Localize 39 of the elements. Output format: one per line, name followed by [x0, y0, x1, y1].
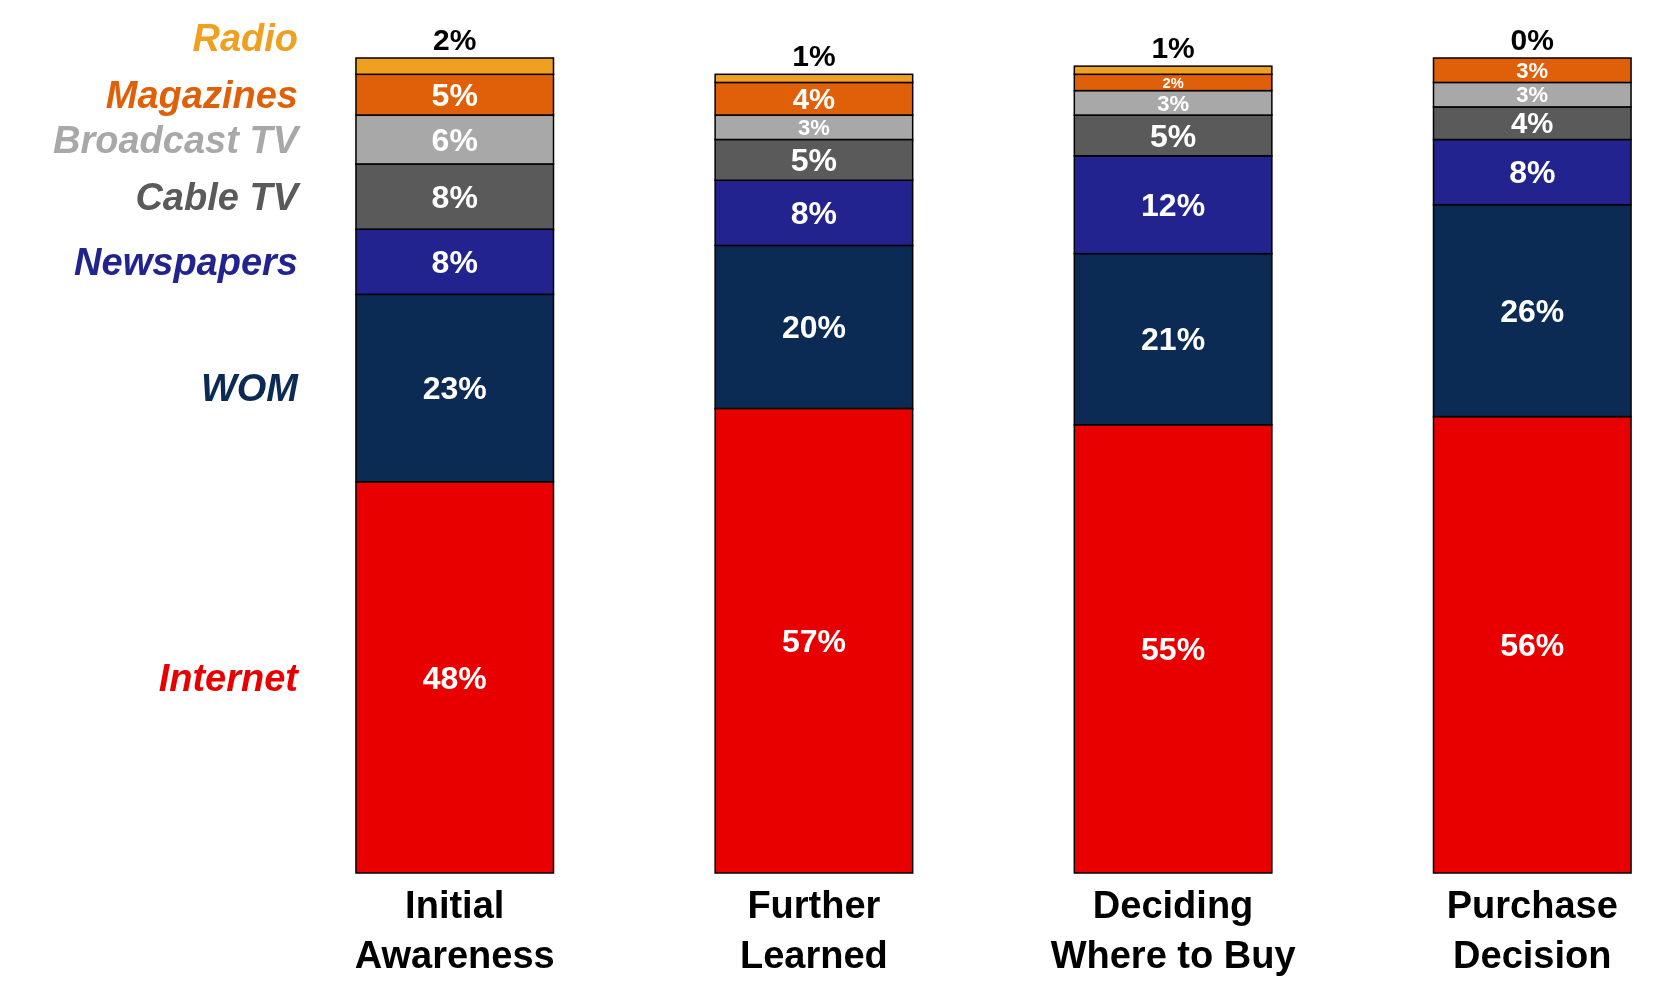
x-tick-label: Purchase Decision	[1446, 884, 1618, 976]
x-tick-label: Deciding Where to Buy	[1050, 884, 1296, 976]
data-label: 23%	[422, 370, 487, 407]
data-label: 48%	[422, 659, 487, 696]
data-label: 8%	[1509, 154, 1556, 191]
data-label: 8%	[431, 243, 478, 280]
x-tick-label: Further Learned	[740, 884, 888, 976]
data-label: 12%	[1141, 186, 1206, 223]
data-label: 4%	[792, 82, 836, 116]
data-label: 2%	[1162, 74, 1184, 91]
series-label: Broadcast TV	[53, 118, 301, 161]
data-label: 0%	[1510, 23, 1554, 56]
data-label: 8%	[790, 195, 838, 232]
data-label: 3%	[798, 114, 830, 140]
data-label: 5%	[431, 76, 478, 113]
data-label: 5%	[790, 142, 838, 179]
data-label: 5%	[1149, 117, 1197, 154]
data-label: 4%	[1511, 106, 1554, 140]
data-label: 2%	[433, 23, 477, 56]
series-label: Radio	[192, 17, 298, 60]
data-label: 26%	[1500, 292, 1565, 329]
data-label: 56%	[1500, 627, 1565, 663]
data-label: 3%	[1157, 90, 1189, 116]
series-label: Newspapers	[74, 241, 298, 284]
data-label: 21%	[1141, 321, 1206, 358]
data-label: 55%	[1141, 631, 1206, 668]
data-label: 3%	[1516, 57, 1549, 83]
data-label: 8%	[431, 178, 478, 215]
series-label: Magazines	[105, 73, 298, 116]
data-label: 3%	[1516, 82, 1549, 108]
data-label: 1%	[792, 39, 836, 73]
data-label: 57%	[781, 622, 846, 659]
x-tick-label: Initial Awareness	[354, 884, 555, 976]
series-label: WOM	[200, 367, 300, 410]
data-label: 20%	[781, 309, 846, 346]
series-label: Internet	[158, 656, 300, 699]
data-label: 6%	[431, 121, 478, 158]
series-label: Cable TV	[135, 175, 301, 218]
data-label: 1%	[1151, 31, 1195, 65]
